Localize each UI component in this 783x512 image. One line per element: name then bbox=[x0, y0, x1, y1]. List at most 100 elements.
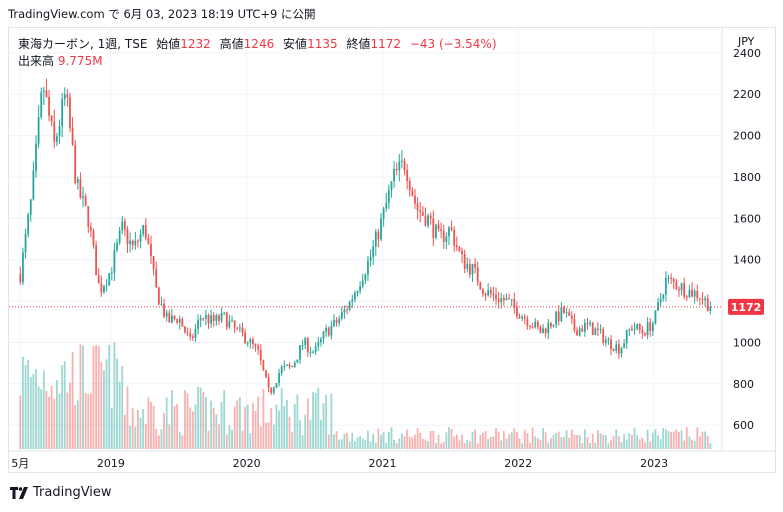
candle-body bbox=[89, 227, 92, 231]
candle-body bbox=[24, 234, 27, 253]
candle-body bbox=[602, 329, 605, 343]
volume-bar bbox=[612, 436, 615, 449]
volume-bar bbox=[408, 436, 411, 449]
candle-body bbox=[210, 315, 213, 324]
candle-body bbox=[333, 319, 335, 327]
volume-bar bbox=[523, 429, 526, 449]
volume-bar bbox=[338, 439, 341, 449]
candle-body bbox=[231, 320, 233, 322]
candle-body bbox=[45, 90, 48, 97]
candle-body bbox=[131, 240, 134, 246]
candle-body bbox=[137, 240, 139, 242]
volume-bar bbox=[144, 424, 147, 449]
tradingview-logo-icon bbox=[10, 486, 28, 499]
volume-bar bbox=[116, 358, 118, 449]
candle-body bbox=[500, 297, 503, 302]
candle-body bbox=[495, 294, 497, 300]
volume-bar bbox=[293, 404, 296, 449]
volume-bar bbox=[560, 437, 563, 449]
candle-body bbox=[340, 312, 343, 319]
low-label: 安値 bbox=[283, 37, 308, 51]
volume-bar bbox=[286, 399, 288, 449]
candle-body bbox=[218, 315, 220, 321]
volume-bar bbox=[356, 437, 359, 449]
candle-body bbox=[367, 260, 369, 275]
volume-bar bbox=[369, 441, 372, 449]
tradingview-footer[interactable]: TradingView bbox=[10, 485, 112, 500]
candle-body bbox=[257, 346, 260, 350]
candle-body bbox=[299, 345, 301, 360]
candle-body bbox=[471, 263, 474, 275]
candle-body bbox=[421, 212, 424, 216]
candle-body bbox=[617, 344, 620, 354]
volume-bar bbox=[670, 431, 673, 449]
symbol-info[interactable]: 東海カーボン, 1週, TSE bbox=[18, 37, 148, 51]
candle-body bbox=[126, 229, 129, 244]
currency-label: JPY bbox=[737, 35, 755, 48]
candle-body bbox=[139, 233, 142, 242]
open-label: 始値 bbox=[156, 37, 181, 51]
volume-bar bbox=[178, 432, 181, 449]
candle-body bbox=[670, 277, 673, 279]
volume-bar bbox=[644, 442, 646, 449]
volume-bar bbox=[424, 439, 427, 449]
volume-bar bbox=[171, 389, 173, 449]
volume-bar bbox=[280, 388, 283, 449]
candle-body bbox=[359, 286, 362, 291]
volume-bar bbox=[364, 440, 367, 449]
volume-bar bbox=[442, 442, 445, 449]
volume-bar bbox=[617, 436, 620, 449]
price-tick-label: 1000 bbox=[733, 336, 761, 349]
candle-body bbox=[53, 121, 56, 142]
volume-bar bbox=[437, 434, 440, 449]
volume-bar bbox=[327, 434, 330, 449]
candle-body bbox=[594, 328, 597, 335]
volume-bar bbox=[103, 370, 105, 449]
volume-bar bbox=[542, 427, 544, 449]
candle-body bbox=[293, 362, 296, 367]
volume-bar bbox=[108, 344, 111, 449]
candle-body bbox=[194, 328, 197, 338]
candle-body bbox=[212, 315, 215, 321]
candle-body bbox=[95, 245, 98, 276]
volume-bar bbox=[220, 401, 223, 449]
volume-bar bbox=[249, 433, 252, 449]
candle-body bbox=[168, 312, 171, 323]
volume-bar bbox=[628, 433, 631, 449]
volume-bar bbox=[581, 443, 584, 449]
volume-bar bbox=[675, 429, 678, 449]
volume-bar bbox=[455, 434, 458, 449]
volume-bar bbox=[395, 443, 398, 449]
volume-bar bbox=[691, 439, 693, 449]
candle-body bbox=[178, 319, 181, 323]
candle-body bbox=[474, 263, 477, 268]
volume-bar bbox=[440, 443, 443, 449]
volume-bar bbox=[497, 431, 500, 449]
candle-body bbox=[408, 180, 411, 191]
volume-bar bbox=[191, 411, 194, 449]
volume-bar bbox=[659, 439, 662, 449]
candle-body bbox=[380, 218, 382, 240]
candle-body bbox=[309, 352, 312, 354]
volume-bar bbox=[348, 441, 351, 449]
volume-bar bbox=[429, 431, 432, 449]
volume-bar bbox=[142, 408, 145, 449]
volume-bar bbox=[63, 361, 66, 449]
candle-body bbox=[662, 294, 665, 299]
candle-body bbox=[484, 294, 487, 296]
candle-body bbox=[604, 339, 607, 343]
volume-bar bbox=[570, 429, 573, 449]
candle-body bbox=[338, 318, 341, 323]
candles bbox=[19, 78, 712, 396]
volume-bar bbox=[24, 365, 27, 449]
volume-bar bbox=[594, 442, 597, 449]
candle-body bbox=[505, 298, 508, 301]
volume-bar bbox=[223, 390, 226, 449]
volume-bar bbox=[474, 429, 477, 449]
volume-bar bbox=[521, 443, 524, 449]
price-tick-label: 2400 bbox=[733, 47, 761, 60]
candle-body bbox=[116, 242, 118, 251]
volume-bar bbox=[484, 431, 487, 449]
candle-body bbox=[424, 215, 427, 226]
